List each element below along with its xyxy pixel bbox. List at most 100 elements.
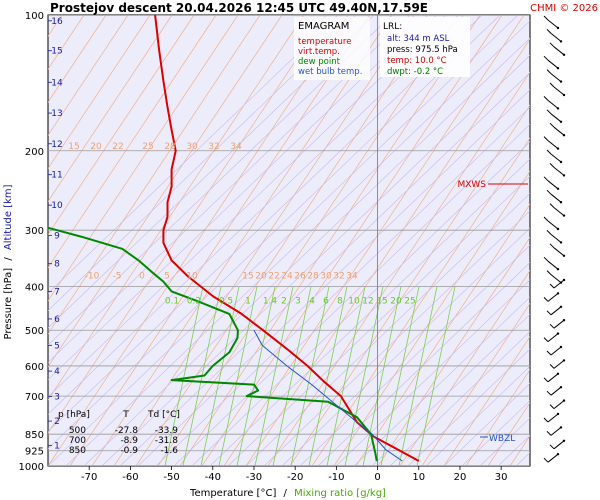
x-tick-30: 30: [495, 472, 508, 483]
wind-barb-shaft: [547, 333, 559, 342]
dry-adiabat-line: [48, 15, 195, 236]
wind-barb-shaft: [553, 207, 565, 216]
wind-barb-flag: [546, 149, 552, 155]
pressure-tick-600: 600: [25, 362, 44, 373]
mixing-ratio-line: [416, 286, 456, 466]
dry-adiabat-line: [421, 303, 530, 466]
x-tick-10: 10: [412, 472, 425, 483]
mixing-label-upper: 15: [68, 142, 79, 152]
wind-barb-shaft: [553, 400, 565, 409]
saturated-adiabat-line: [48, 15, 519, 466]
dry-adiabat-line: [355, 203, 530, 466]
legend-item-virt-temp: virt.temp.: [298, 47, 340, 57]
table-row-500-t: -27.8: [115, 426, 139, 436]
mixing-label-green: 12: [362, 297, 373, 307]
pressure-tick-925: 925: [25, 447, 44, 458]
wind-barb-shaft: [553, 247, 565, 257]
wind-barb-dot: [562, 134, 566, 137]
wind-barb-flag: [543, 297, 549, 302]
x-axis-title: Temperature [°C] / Mixing ratio [g/kg]: [189, 488, 386, 499]
saturated-adiabat-line: [407, 348, 530, 466]
dry-adiabat-line: [245, 38, 530, 466]
table-row-700-td: -31.8: [155, 436, 179, 446]
chart-title: Prostejov descent 20.04.2026 12:45 UTC 4…: [50, 1, 428, 15]
saturated-adiabat-line: [227, 175, 530, 466]
mixing-label-lower: 15: [242, 271, 253, 281]
saturated-adiabat-line: [371, 313, 530, 466]
table-row-850-p: 850: [69, 446, 86, 456]
wind-barb-flag: [546, 431, 552, 436]
wind-barb-dot: [562, 93, 566, 97]
wind-barb-shaft: [553, 86, 565, 96]
table-row-500-p: 500: [69, 426, 86, 436]
saturated-adiabat-line: [48, 15, 357, 311]
altitude-tick-6: 6: [54, 315, 60, 325]
saturated-adiabat-line: [119, 72, 530, 466]
mixing-label-green: 20: [390, 297, 402, 307]
wind-barb-flag: [543, 417, 549, 423]
wind-barb-shaft: [547, 293, 559, 302]
wind-barb-shaft: [550, 386, 562, 396]
wind-barb-shaft: [550, 346, 562, 356]
wind-barb-dot: [559, 40, 563, 43]
mixing-label-lower: 32: [333, 271, 344, 281]
profile-dew-point: [48, 226, 378, 462]
mixing-label-lower: -10: [85, 271, 100, 281]
saturated-adiabat-line: [389, 331, 530, 466]
wind-barb-flag: [546, 109, 552, 115]
wind-barb-flag: [543, 337, 549, 342]
wind-barb-flag: [549, 42, 555, 48]
x-axis-label: Temperature [°C]: [189, 488, 276, 499]
wind-barb-flag: [546, 189, 552, 195]
mixing-ratio-line: [308, 286, 348, 466]
wind-barb-shaft: [550, 153, 562, 163]
wind-barb-dot: [556, 292, 560, 295]
pressure-tick-300: 300: [25, 226, 44, 237]
wind-barb-flag: [549, 122, 555, 128]
mixing-label-lower: 10: [186, 271, 198, 281]
wind-barb-shaft: [553, 46, 565, 56]
saturated-adiabat-line: [65, 20, 530, 466]
mixing-label-green: 1.4: [263, 297, 278, 307]
wind-barb-shaft: [550, 193, 562, 203]
x-tick--50: -50: [163, 472, 179, 483]
altitude-tick-5: 5: [54, 341, 60, 351]
wind-barb-shaft: [547, 180, 559, 190]
mixing-label-green: 1: [245, 297, 251, 307]
dry-adiabat-line: [48, 15, 349, 466]
saturated-adiabat-line: [48, 15, 429, 381]
wind-barb-flag: [549, 364, 555, 369]
wind-barb-shaft: [547, 140, 559, 149]
svg-text:Pressure [hPa] /: Pressure [hPa] / Altitude [km]: [3, 184, 14, 339]
wind-barb-shaft: [553, 440, 565, 450]
level-table: p [hPa] T Td [°C] 500 -27.8 -33.9 700 -8…: [58, 410, 180, 456]
saturated-adiabat-line: [48, 15, 339, 294]
wind-barb-dot: [559, 345, 563, 349]
wind-barb-dot: [562, 319, 566, 322]
wind-barb-flag: [546, 310, 552, 316]
saturated-adiabat-line: [263, 210, 530, 466]
lrl-temperature: temp: 10.0 °C: [387, 56, 447, 66]
dry-adiabat-line: [333, 170, 530, 466]
wind-barb-shaft: [550, 427, 562, 436]
mixing-label-upper: 30: [186, 142, 198, 152]
wind-barb-shaft: [547, 373, 559, 383]
wind-barb-flag: [549, 323, 555, 329]
x-tick--70: -70: [81, 472, 97, 483]
table-row-700-p: 700: [69, 436, 86, 446]
dry-adiabat-line: [48, 15, 173, 203]
mixing-ratio-line: [200, 286, 240, 466]
wind-barb-dot: [556, 67, 560, 70]
x-axis-separator: /: [284, 488, 288, 499]
mixing-label-upper: 22: [112, 142, 123, 152]
mixing-label-lower: 30: [320, 271, 332, 281]
saturated-adiabat-line: [353, 296, 530, 466]
saturated-adiabat-line: [299, 244, 530, 466]
pressure-tick-400: 400: [25, 283, 44, 294]
saturated-adiabat-line: [101, 54, 530, 466]
saturated-adiabat-line: [443, 383, 530, 466]
dry-adiabat-line: [179, 15, 481, 466]
x-tick--60: -60: [122, 472, 138, 483]
wind-barb-dot: [562, 278, 566, 282]
lrl-altitude: alt: 344 m ASL: [387, 34, 450, 44]
